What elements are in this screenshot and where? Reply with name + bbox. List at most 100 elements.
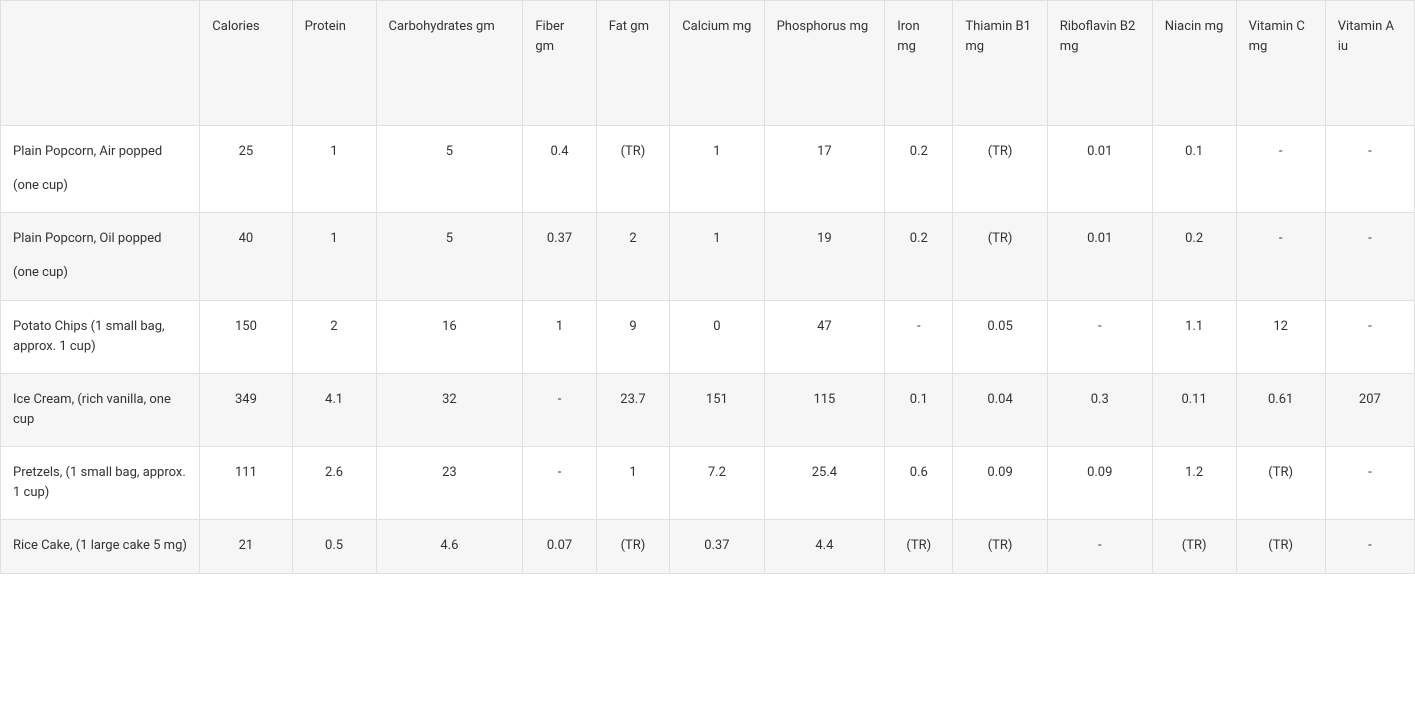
table-cell: 0.09: [1047, 447, 1152, 520]
table-cell: 0.4: [523, 126, 596, 213]
row-label: Pretzels, (1 small bag, approx. 1 cup): [1, 447, 200, 520]
table-cell: 5: [376, 213, 523, 300]
table-cell: (TR): [885, 520, 953, 573]
table-cell: 4.4: [764, 520, 885, 573]
table-cell: 1: [670, 126, 764, 213]
table-cell: 0.37: [670, 520, 764, 573]
table-cell: 2: [596, 213, 669, 300]
table-cell: 1: [596, 447, 669, 520]
table-cell: 1: [292, 126, 376, 213]
table-cell: -: [885, 300, 953, 373]
row-label: Potato Chips (1 small bag, approx. 1 cup…: [1, 300, 200, 373]
nutrition-table: Calories Protein Carbohydrates gm Fiber …: [0, 0, 1415, 574]
table-cell: -: [1047, 300, 1152, 373]
col-header-calcium: Calcium mg: [670, 1, 764, 126]
table-cell: 0.5: [292, 520, 376, 573]
table-cell: 0.07: [523, 520, 596, 573]
table-row: Rice Cake, (1 large cake 5 mg)210.54.60.…: [1, 520, 1415, 573]
table-cell: 151: [670, 373, 764, 446]
table-cell: 0.2: [1152, 213, 1236, 300]
table-cell: 0.37: [523, 213, 596, 300]
table-cell: 150: [200, 300, 292, 373]
row-label-main: Plain Popcorn, Oil popped: [13, 231, 161, 246]
col-header-fat: Fat gm: [596, 1, 669, 126]
row-label-sub: (one cup): [13, 263, 187, 283]
row-label: Ice Cream, (rich vanilla, one cup: [1, 373, 200, 446]
row-label-main: Plain Popcorn, Air popped: [13, 144, 162, 159]
table-cell: 4.6: [376, 520, 523, 573]
table-cell: (TR): [1236, 520, 1325, 573]
table-row: Pretzels, (1 small bag, approx. 1 cup)11…: [1, 447, 1415, 520]
table-cell: -: [1325, 300, 1414, 373]
table-cell: 0: [670, 300, 764, 373]
table-body: Plain Popcorn, Air popped(one cup)25150.…: [1, 126, 1415, 574]
table-cell: 2: [292, 300, 376, 373]
table-cell: 1: [292, 213, 376, 300]
table-cell: 9: [596, 300, 669, 373]
table-cell: 0.11: [1152, 373, 1236, 446]
table-cell: 23: [376, 447, 523, 520]
table-cell: 1.2: [1152, 447, 1236, 520]
table-cell: 19: [764, 213, 885, 300]
table-row: Plain Popcorn, Air popped(one cup)25150.…: [1, 126, 1415, 213]
table-cell: 47: [764, 300, 885, 373]
table-cell: 0.1: [885, 373, 953, 446]
col-header-riboflavin: Riboflavin B2 mg: [1047, 1, 1152, 126]
table-cell: 17: [764, 126, 885, 213]
table-cell: 40: [200, 213, 292, 300]
table-cell: 4.1: [292, 373, 376, 446]
col-header-carbs: Carbohydrates gm: [376, 1, 523, 126]
col-header-phosphorus: Phosphorus mg: [764, 1, 885, 126]
col-header-fiber: Fiber gm: [523, 1, 596, 126]
table-cell: -: [1236, 213, 1325, 300]
col-header-calories: Calories: [200, 1, 292, 126]
table-cell: 1: [670, 213, 764, 300]
table-cell: 0.1: [1152, 126, 1236, 213]
table-cell: (TR): [1152, 520, 1236, 573]
table-cell: -: [523, 447, 596, 520]
table-cell: 207: [1325, 373, 1414, 446]
table-cell: (TR): [953, 520, 1047, 573]
table-cell: 23.7: [596, 373, 669, 446]
table-cell: 111: [200, 447, 292, 520]
row-label-main: Rice Cake, (1 large cake 5 mg): [13, 538, 187, 553]
table-cell: 7.2: [670, 447, 764, 520]
table-cell: -: [523, 373, 596, 446]
col-header-vita: Vitamin A iu: [1325, 1, 1414, 126]
table-cell: 115: [764, 373, 885, 446]
table-cell: 0.04: [953, 373, 1047, 446]
table-row: Ice Cream, (rich vanilla, one cup 3494.13…: [1, 373, 1415, 446]
table-cell: (TR): [1236, 447, 1325, 520]
table-cell: 0.09: [953, 447, 1047, 520]
table-cell: 1: [523, 300, 596, 373]
table-cell: 0.3: [1047, 373, 1152, 446]
table-cell: (TR): [953, 126, 1047, 213]
table-cell: -: [1325, 126, 1414, 213]
row-label-main: Ice Cream, (rich vanilla, one cup: [13, 392, 171, 427]
table-cell: 0.2: [885, 126, 953, 213]
col-header-empty: [1, 1, 200, 126]
table-cell: 25: [200, 126, 292, 213]
col-header-niacin: Niacin mg: [1152, 1, 1236, 126]
table-cell: 32: [376, 373, 523, 446]
row-label: Rice Cake, (1 large cake 5 mg): [1, 520, 200, 573]
table-cell: 12: [1236, 300, 1325, 373]
row-label-main: Potato Chips (1 small bag, approx. 1 cup…: [13, 319, 165, 354]
table-cell: (TR): [953, 213, 1047, 300]
col-header-iron: Iron mg: [885, 1, 953, 126]
table-cell: -: [1325, 520, 1414, 573]
table-row: Potato Chips (1 small bag, approx. 1 cup…: [1, 300, 1415, 373]
table-row: Plain Popcorn, Oil popped(one cup)40150.…: [1, 213, 1415, 300]
table-cell: 21: [200, 520, 292, 573]
table-cell: 0.01: [1047, 213, 1152, 300]
table-cell: 0.05: [953, 300, 1047, 373]
table-cell: 349: [200, 373, 292, 446]
table-cell: 16: [376, 300, 523, 373]
table-cell: 0.01: [1047, 126, 1152, 213]
row-label-sub: (one cup): [13, 176, 187, 196]
col-header-protein: Protein: [292, 1, 376, 126]
table-cell: 5: [376, 126, 523, 213]
table-cell: 25.4: [764, 447, 885, 520]
table-cell: -: [1325, 447, 1414, 520]
row-label: Plain Popcorn, Air popped (one cup): [1, 126, 200, 213]
